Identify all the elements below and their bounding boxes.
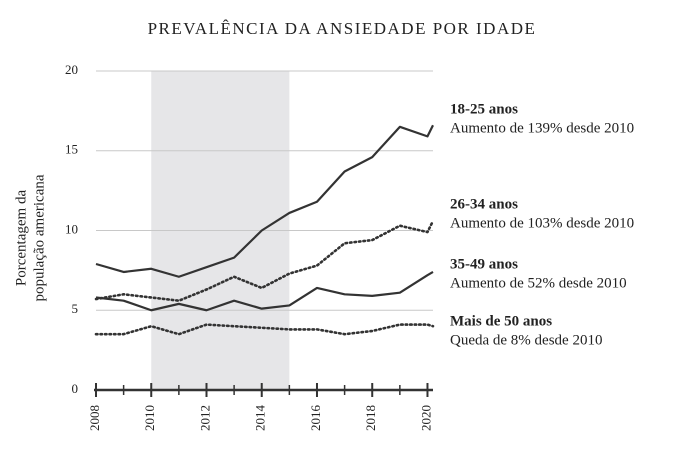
series-line [95, 124, 434, 278]
y-axis-label: população americana [31, 174, 47, 301]
series-name: 26-34 anos [450, 196, 518, 212]
y-tick-label: 10 [65, 221, 78, 236]
series-line [94, 219, 435, 302]
series-name: Mais de 50 anos [450, 313, 552, 329]
series-name: 18-25 anos [450, 101, 518, 117]
x-tick-label: 2018 [363, 405, 378, 431]
series-name: 35-49 anos [450, 256, 518, 272]
series-note: Aumento de 139% desde 2010 [450, 120, 634, 136]
y-tick-label: 5 [72, 301, 79, 316]
y-tick-label: 0 [72, 381, 79, 396]
x-tick-label: 2014 [253, 405, 268, 432]
x-tick-label: 2012 [197, 405, 212, 431]
x-tick-label: 2010 [142, 405, 157, 431]
series-note: Aumento de 52% desde 2010 [450, 275, 627, 291]
y-axis-label: Porcentagem da [13, 190, 29, 287]
series-line [94, 323, 435, 336]
series-line [95, 271, 434, 312]
x-tick-label: 2020 [418, 405, 433, 431]
y-tick-label: 20 [65, 62, 78, 77]
x-tick-label: 2008 [87, 405, 102, 431]
series-note: Aumento de 103% desde 2010 [450, 215, 634, 231]
y-tick-label: 15 [65, 142, 78, 157]
x-tick-label: 2016 [308, 405, 323, 432]
chart-title: PREVALÊNCIA DA ANSIEDADE POR IDADE [148, 19, 537, 38]
series-note: Queda de 8% desde 2010 [450, 332, 602, 348]
